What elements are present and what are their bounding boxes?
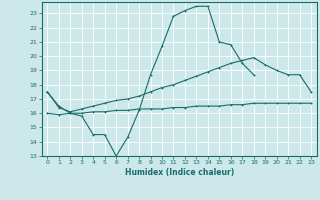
X-axis label: Humidex (Indice chaleur): Humidex (Indice chaleur) [124, 168, 234, 177]
